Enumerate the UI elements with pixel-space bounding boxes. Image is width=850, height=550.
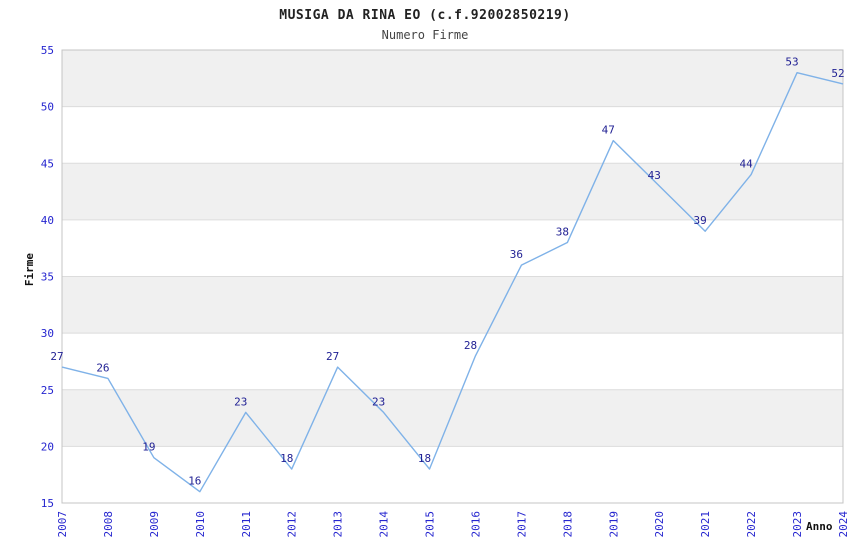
data-point-label: 39 bbox=[694, 214, 707, 227]
x-tick-label: 2016 bbox=[469, 511, 482, 538]
data-point-label: 52 bbox=[831, 67, 844, 80]
data-point-label: 38 bbox=[556, 226, 569, 239]
plot-band bbox=[62, 389, 843, 447]
y-tick-label: 45 bbox=[41, 157, 54, 170]
x-tick-label: 2007 bbox=[56, 511, 69, 538]
plot-band bbox=[62, 276, 843, 334]
y-tick-label: 20 bbox=[41, 440, 54, 453]
data-point-label: 23 bbox=[234, 395, 247, 408]
x-tick-label: 2021 bbox=[699, 511, 712, 538]
x-tick-label: 2019 bbox=[607, 511, 620, 538]
data-point-label: 16 bbox=[188, 475, 201, 488]
x-tick-label: 2018 bbox=[561, 511, 574, 538]
y-tick-label: 15 bbox=[41, 497, 54, 510]
plot-band bbox=[62, 163, 843, 220]
data-point-label: 19 bbox=[142, 441, 155, 454]
x-tick-label: 2011 bbox=[240, 511, 253, 538]
y-tick-label: 30 bbox=[41, 327, 54, 340]
x-tick-label: 2013 bbox=[332, 511, 345, 538]
chart-subtitle: Numero Firme bbox=[381, 28, 469, 42]
x-tick-label: 2010 bbox=[194, 511, 207, 538]
data-point-label: 27 bbox=[326, 350, 339, 363]
x-tick-label: 2009 bbox=[148, 511, 161, 538]
x-axis-title: Anno bbox=[806, 520, 833, 533]
y-tick-label: 50 bbox=[41, 101, 54, 114]
y-tick-label: 40 bbox=[41, 214, 54, 227]
x-tick-label: 2008 bbox=[102, 511, 115, 538]
x-tick-label: 2012 bbox=[286, 511, 299, 538]
plot-band bbox=[62, 50, 843, 107]
x-tick-label: 2023 bbox=[791, 511, 804, 538]
x-tick-label: 2015 bbox=[424, 511, 437, 538]
data-point-label: 27 bbox=[50, 350, 63, 363]
data-point-label: 36 bbox=[510, 248, 523, 261]
y-tick-label: 25 bbox=[41, 384, 54, 397]
x-tick-label: 2020 bbox=[653, 511, 666, 538]
data-point-label: 23 bbox=[372, 395, 385, 408]
data-point-label: 18 bbox=[280, 452, 293, 465]
chart-title: MUSIGA DA RINA EO (c.f.92002850219) bbox=[279, 8, 571, 23]
data-point-label: 43 bbox=[648, 169, 661, 182]
x-tick-label: 2014 bbox=[378, 511, 391, 538]
data-point-label: 28 bbox=[464, 339, 477, 352]
data-point-label: 26 bbox=[96, 361, 109, 374]
y-tick-label: 35 bbox=[41, 271, 54, 284]
y-tick-label: 55 bbox=[41, 44, 54, 57]
data-point-label: 44 bbox=[739, 158, 753, 171]
data-point-label: 18 bbox=[418, 452, 431, 465]
series-line bbox=[61, 71, 844, 493]
x-tick-label: 2024 bbox=[837, 511, 850, 538]
data-point-label: 53 bbox=[785, 56, 798, 69]
x-tick-label: 2017 bbox=[515, 511, 528, 538]
plot-border bbox=[61, 49, 844, 504]
x-tick-label: 2022 bbox=[745, 511, 758, 538]
data-point-label: 47 bbox=[602, 124, 615, 137]
